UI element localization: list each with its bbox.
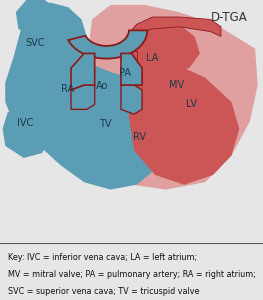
- Polygon shape: [68, 30, 147, 58]
- Polygon shape: [71, 85, 95, 109]
- Text: SVC = superior vena cava; TV = tricuspid valve: SVC = superior vena cava; TV = tricuspid…: [8, 287, 199, 296]
- Polygon shape: [129, 63, 239, 185]
- Polygon shape: [126, 20, 200, 73]
- Text: D-TGA: D-TGA: [210, 11, 247, 23]
- Text: Ao: Ao: [96, 81, 109, 91]
- Polygon shape: [3, 112, 50, 158]
- Text: MV: MV: [169, 80, 184, 90]
- Polygon shape: [32, 129, 126, 180]
- Polygon shape: [71, 53, 95, 90]
- Text: TV: TV: [99, 119, 112, 129]
- Text: PA: PA: [119, 68, 131, 78]
- Polygon shape: [87, 5, 258, 190]
- Text: RA: RA: [60, 84, 74, 94]
- Polygon shape: [16, 0, 58, 34]
- Polygon shape: [126, 17, 221, 56]
- Text: LA: LA: [146, 53, 159, 63]
- Polygon shape: [121, 85, 142, 114]
- Text: RV: RV: [133, 132, 146, 142]
- Polygon shape: [121, 53, 142, 85]
- Text: MV = mitral valve; PA = pulmonary artery; RA = right atrium;: MV = mitral valve; PA = pulmonary artery…: [8, 270, 256, 279]
- Polygon shape: [5, 2, 171, 190]
- Text: Key: IVC = inferior vena cava; LA = left atrium;: Key: IVC = inferior vena cava; LA = left…: [8, 253, 197, 262]
- Text: SVC: SVC: [26, 38, 45, 47]
- Text: IVC: IVC: [17, 118, 33, 128]
- Text: LV: LV: [186, 100, 198, 110]
- Polygon shape: [126, 51, 137, 83]
